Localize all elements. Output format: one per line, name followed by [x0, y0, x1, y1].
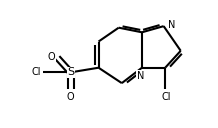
Text: Cl: Cl: [32, 67, 41, 77]
Text: O: O: [67, 92, 75, 102]
Text: N: N: [168, 20, 176, 30]
Text: O: O: [48, 52, 55, 62]
Text: N: N: [137, 71, 144, 81]
Text: Cl: Cl: [162, 92, 172, 102]
Text: S: S: [67, 67, 74, 77]
